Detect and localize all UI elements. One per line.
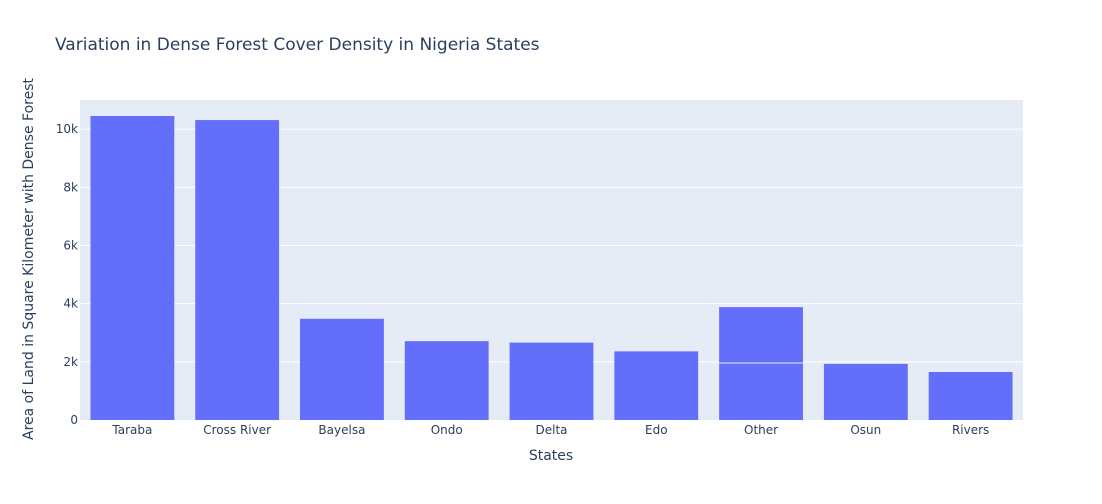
y-tick-labels: 0 2k 4k 6k 8k 10k xyxy=(56,122,78,427)
y-tick-label: 0 xyxy=(70,413,78,427)
x-tick-label: Other xyxy=(744,423,778,437)
bar-cross-river[interactable] xyxy=(195,120,280,420)
x-tick-label: Osun xyxy=(850,423,881,437)
y-axis-title: Area of Land in Square Kilometer with De… xyxy=(21,78,37,440)
x-tick-label: Taraba xyxy=(111,423,152,437)
bar-edo[interactable] xyxy=(614,351,699,420)
bar-bayelsa[interactable] xyxy=(300,318,384,420)
bar-osun[interactable] xyxy=(823,363,908,420)
x-tick-label: Ondo xyxy=(431,423,463,437)
bar-ondo[interactable] xyxy=(404,341,489,420)
x-tick-label: Bayelsa xyxy=(318,423,365,437)
y-tick-label: 8k xyxy=(63,180,78,194)
bar-delta[interactable] xyxy=(509,342,594,420)
bar-other[interactable] xyxy=(719,307,803,420)
chart-title: Variation in Dense Forest Cover Density … xyxy=(55,35,540,55)
y-tick-label: 6k xyxy=(63,238,78,252)
y-tick-label: 2k xyxy=(63,355,78,369)
x-tick-labels: Taraba Cross River Bayelsa Ondo Delta Edo Othe… xyxy=(111,423,989,437)
x-tick-label: Cross River xyxy=(203,423,271,437)
y-tick-label: 4k xyxy=(63,297,78,311)
x-axis-title: States xyxy=(529,448,573,464)
bars xyxy=(90,116,1013,420)
x-tick-label: Rivers xyxy=(952,423,989,437)
bar-rivers[interactable] xyxy=(928,372,1013,420)
y-tick-label: 10k xyxy=(56,122,78,136)
x-tick-label: Edo xyxy=(645,423,668,437)
bar-taraba[interactable] xyxy=(90,116,175,420)
x-tick-label: Delta xyxy=(535,423,567,437)
